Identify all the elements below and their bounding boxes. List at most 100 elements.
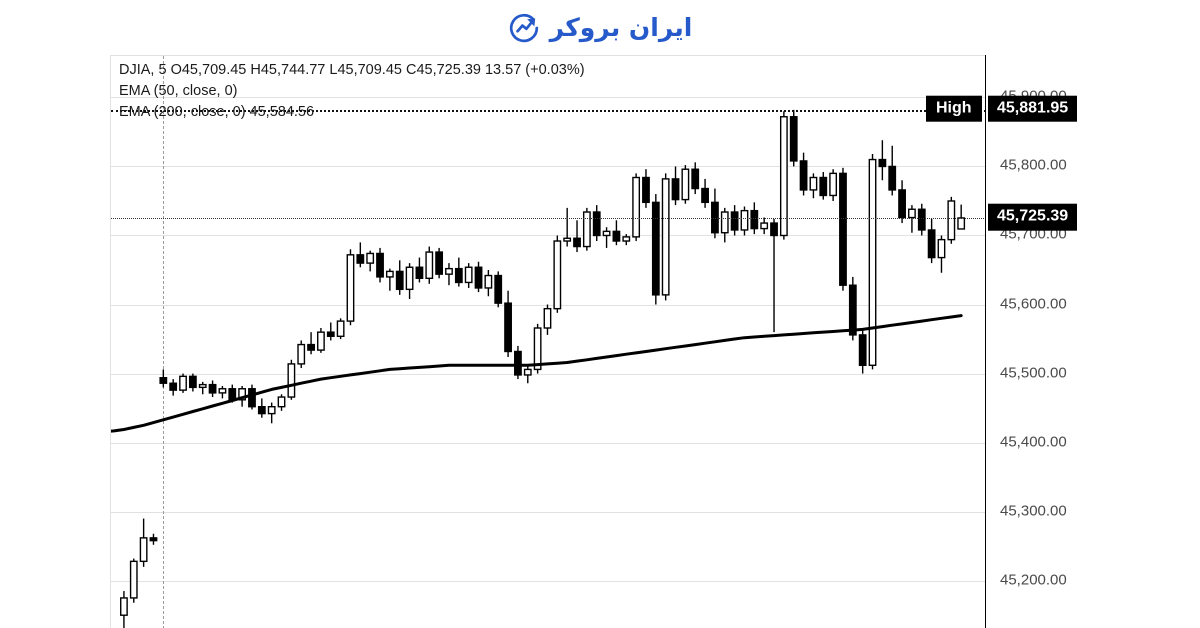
candle bbox=[947, 196, 956, 244]
ema200-line bbox=[111, 314, 963, 433]
candle bbox=[415, 257, 424, 283]
candle bbox=[523, 365, 532, 384]
price-axis-rule bbox=[985, 55, 986, 628]
axis-tick-label: 45,400.00 bbox=[1000, 433, 1067, 451]
candle bbox=[445, 263, 453, 286]
high-price-tag[interactable]: 45,881.95 bbox=[988, 95, 1078, 123]
candle bbox=[681, 165, 690, 204]
candle bbox=[917, 203, 926, 236]
candle bbox=[553, 235, 562, 313]
brand-header: ایران بروکر bbox=[0, 0, 1200, 55]
candle bbox=[494, 271, 503, 308]
candle bbox=[435, 247, 444, 279]
axis-tick-label: 45,500.00 bbox=[1000, 364, 1067, 382]
candle bbox=[622, 234, 631, 246]
brand-name: ایران بروکر bbox=[549, 13, 693, 42]
candle bbox=[563, 207, 572, 247]
price-axis[interactable]: 45,900.0045,800.0045,700.0045,600.0045,5… bbox=[926, 55, 1200, 628]
high-tag-label: High bbox=[926, 95, 982, 123]
candle bbox=[336, 318, 345, 340]
candle bbox=[208, 380, 217, 398]
candle bbox=[454, 257, 463, 287]
high-price-line bbox=[111, 109, 985, 112]
candle bbox=[287, 359, 296, 400]
gridline bbox=[111, 97, 985, 99]
candle bbox=[760, 217, 769, 235]
gridline bbox=[111, 373, 985, 375]
gridline bbox=[111, 442, 985, 444]
candle bbox=[218, 385, 227, 399]
candle bbox=[376, 247, 384, 283]
axis-tick-label: 45,800.00 bbox=[1000, 156, 1067, 174]
price-plot-area[interactable]: DJIA, 5 O45,709.45 H45,744.77 L45,709.45… bbox=[110, 55, 985, 628]
candle bbox=[839, 167, 847, 291]
candle bbox=[642, 169, 650, 208]
candle bbox=[188, 373, 197, 392]
gridline bbox=[111, 166, 985, 168]
last-price-tag[interactable]: 45,725.39 bbox=[988, 203, 1078, 231]
candle bbox=[898, 180, 906, 224]
gridline bbox=[111, 580, 985, 582]
candlestick-series bbox=[111, 109, 966, 628]
axis-tick-label: 45,600.00 bbox=[1000, 295, 1067, 313]
candle bbox=[720, 207, 729, 243]
candle bbox=[395, 260, 404, 295]
candle bbox=[602, 227, 611, 248]
candle bbox=[770, 218, 778, 333]
candle bbox=[592, 205, 601, 242]
candle bbox=[169, 379, 178, 396]
candle bbox=[632, 173, 641, 242]
candle bbox=[868, 154, 877, 370]
candle bbox=[937, 235, 946, 273]
candle bbox=[129, 558, 138, 603]
candle bbox=[120, 591, 128, 628]
candle bbox=[405, 263, 414, 300]
candle bbox=[671, 166, 680, 206]
candle bbox=[789, 109, 798, 167]
candle bbox=[307, 332, 315, 355]
axis-tick-label: 45,200.00 bbox=[1000, 571, 1067, 589]
candle bbox=[139, 518, 148, 567]
candle bbox=[356, 242, 365, 268]
trend-circle-icon bbox=[508, 12, 540, 44]
candle bbox=[730, 205, 739, 236]
axis-tick-label: 45,300.00 bbox=[1000, 502, 1067, 520]
candle bbox=[779, 111, 788, 240]
gridline bbox=[111, 511, 985, 513]
candle bbox=[711, 188, 719, 239]
chart-container[interactable]: DJIA, 5 O45,709.45 H45,744.77 L45,709.45… bbox=[110, 55, 1200, 628]
candle bbox=[701, 178, 709, 208]
candle bbox=[317, 328, 325, 353]
candle bbox=[651, 194, 660, 305]
candle bbox=[366, 250, 375, 272]
candle bbox=[267, 402, 276, 424]
candle bbox=[474, 261, 483, 293]
candle bbox=[661, 173, 670, 301]
candle bbox=[514, 345, 522, 380]
candle bbox=[878, 140, 887, 181]
candle bbox=[858, 328, 867, 374]
candle bbox=[612, 220, 621, 246]
candle bbox=[740, 206, 749, 236]
candle bbox=[691, 162, 700, 195]
candle bbox=[543, 304, 552, 335]
candle bbox=[504, 290, 512, 357]
candle bbox=[257, 398, 266, 418]
candle bbox=[297, 340, 306, 369]
candle bbox=[385, 268, 394, 291]
candle bbox=[957, 204, 966, 230]
crosshair-vertical-line bbox=[163, 56, 165, 628]
candle bbox=[248, 384, 256, 410]
candle bbox=[149, 533, 158, 545]
candle bbox=[198, 381, 207, 395]
candle bbox=[159, 369, 168, 388]
candle bbox=[277, 394, 286, 411]
candle bbox=[819, 171, 828, 200]
candle bbox=[425, 246, 434, 284]
candle bbox=[326, 322, 335, 341]
candle bbox=[582, 207, 591, 251]
candle bbox=[809, 173, 818, 199]
candle bbox=[573, 220, 581, 253]
candle bbox=[799, 152, 808, 196]
candle bbox=[927, 218, 936, 264]
